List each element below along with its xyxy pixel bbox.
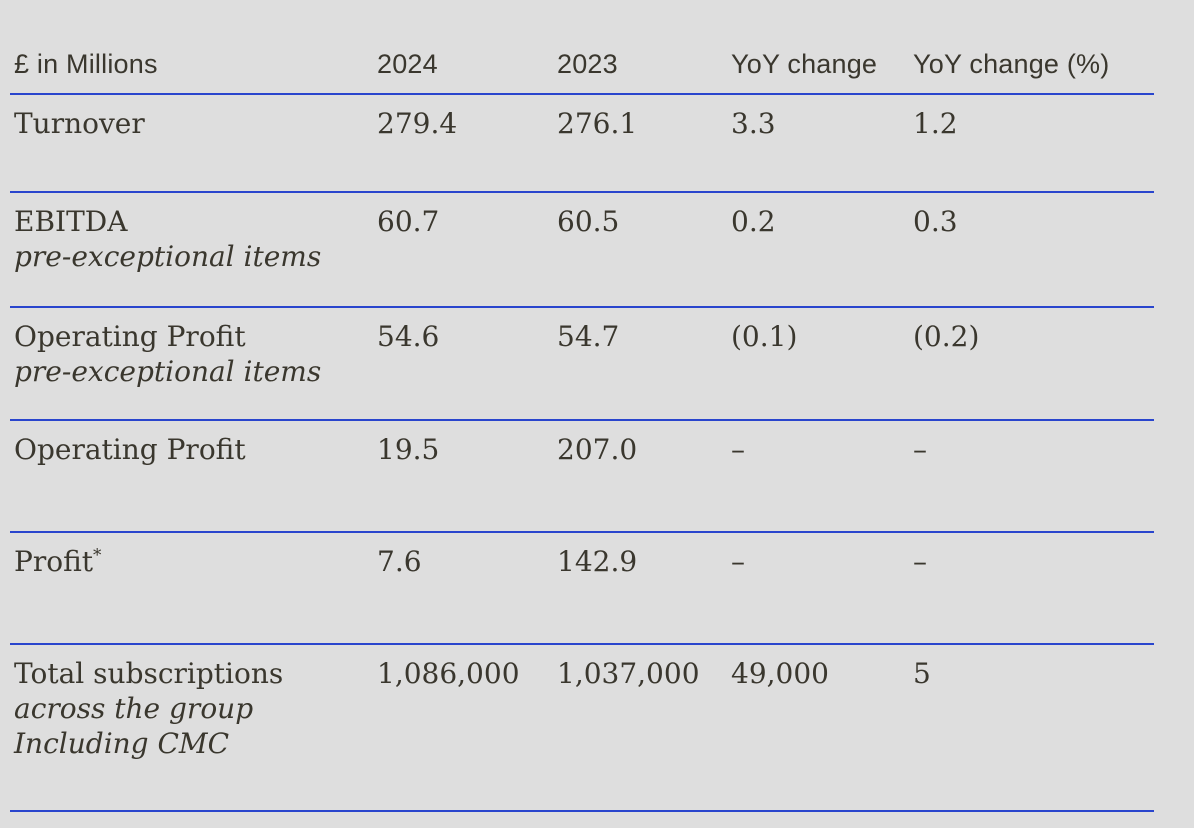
value-2023: 207.0 <box>557 433 638 466</box>
header-col-yoy-change-pct: YoY change (%) <box>913 49 1110 79</box>
row-label-text: Total subscriptions <box>14 657 284 690</box>
value-yoy-change: 0.2 <box>731 205 776 238</box>
row-label: Operating Profit <box>10 432 377 467</box>
value-yoy-change-pct: (0.2) <box>913 320 980 353</box>
value-2024: 7.6 <box>377 545 422 578</box>
table-header-row: £ in Millions 2024 2023 YoY change YoY c… <box>10 30 1154 95</box>
header-col-yoy-change: YoY change <box>731 49 878 79</box>
row-label: EBITDA pre-exceptional items <box>10 204 377 274</box>
row-label-text: Operating Profit <box>14 320 246 353</box>
value-yoy-change: – <box>731 433 745 466</box>
row-label-text: Operating Profit <box>14 433 246 466</box>
value-yoy-change-pct: 1.2 <box>913 107 958 140</box>
value-yoy-change-pct: – <box>913 433 927 466</box>
value-2024: 279.4 <box>377 107 458 140</box>
value-2024: 19.5 <box>377 433 440 466</box>
table-row-operating-profit-pre-exceptional: Operating Profit pre-exceptional items 5… <box>10 308 1154 421</box>
value-yoy-change: (0.1) <box>731 320 798 353</box>
value-yoy-change: 3.3 <box>731 107 776 140</box>
table-row-profit: Profit* 7.6 142.9 – – <box>10 533 1154 645</box>
value-yoy-change-pct: – <box>913 545 927 578</box>
value-yoy-change-pct: 5 <box>913 657 931 690</box>
value-2023: 54.7 <box>557 320 620 353</box>
value-yoy-change: 49,000 <box>731 657 829 690</box>
row-note-marker: * <box>93 544 102 565</box>
row-label-text: Profit <box>14 545 94 578</box>
row-label: Operating Profit pre-exceptional items <box>10 319 377 389</box>
row-label-text: Turnover <box>14 107 145 140</box>
value-2024: 54.6 <box>377 320 440 353</box>
header-unit-label: £ in Millions <box>14 49 158 79</box>
row-label: Profit* <box>10 544 377 579</box>
value-2023: 142.9 <box>557 545 638 578</box>
header-col-2024: 2024 <box>377 49 438 79</box>
value-2024: 60.7 <box>377 205 440 238</box>
value-yoy-change: – <box>731 545 745 578</box>
value-2024: 1,086,000 <box>377 657 520 690</box>
value-2023: 276.1 <box>557 107 638 140</box>
value-2023: 60.5 <box>557 205 620 238</box>
table-row-total-subscriptions: Total subscriptions across the group Inc… <box>10 645 1154 812</box>
row-sublabel-2: Including CMC <box>14 727 230 760</box>
value-2023: 1,037,000 <box>557 657 700 690</box>
row-label-text: EBITDA <box>14 205 128 238</box>
table-row-ebitda: EBITDA pre-exceptional items 60.7 60.5 0… <box>10 193 1154 308</box>
value-yoy-change-pct: 0.3 <box>913 205 958 238</box>
financial-results-table: £ in Millions 2024 2023 YoY change YoY c… <box>10 30 1154 812</box>
row-sublabel-1: pre-exceptional items <box>14 355 322 388</box>
table-row-turnover: Turnover 279.4 276.1 3.3 1.2 <box>10 95 1154 193</box>
row-sublabel-1: pre-exceptional items <box>14 240 322 273</box>
header-col-2023: 2023 <box>557 49 618 79</box>
row-label: Turnover <box>10 106 377 141</box>
row-sublabel-1: across the group <box>14 692 254 725</box>
table-row-operating-profit: Operating Profit 19.5 207.0 – – <box>10 421 1154 533</box>
row-label: Total subscriptions across the group Inc… <box>10 656 377 761</box>
